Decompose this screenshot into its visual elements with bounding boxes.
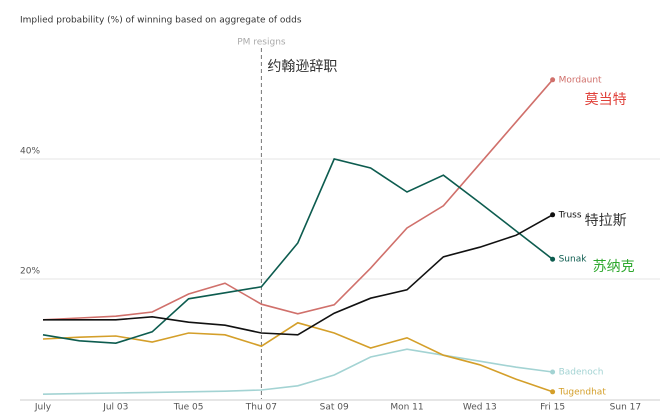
- end-dot: [550, 212, 556, 218]
- series-line: [42, 158, 554, 345]
- series-annotation: 莫当特: [585, 92, 627, 108]
- end-dot: [550, 256, 556, 262]
- series-line: [42, 348, 553, 395]
- end-dot: [550, 389, 556, 395]
- end-dot: [550, 77, 556, 83]
- y-tick-label: 40%: [20, 147, 40, 157]
- series-label: Sunak: [559, 255, 588, 265]
- series-line: [42, 321, 553, 393]
- x-tick-label: July: [34, 403, 52, 413]
- x-tick-label: Sun 17: [610, 403, 641, 413]
- x-tick-label: Tue 05: [173, 403, 204, 413]
- chart-title: Implied probability (%) of winning based…: [20, 16, 302, 26]
- x-tick-label: Fri 15: [540, 403, 565, 413]
- series-line: [42, 79, 554, 321]
- series-label: Truss: [558, 210, 582, 220]
- event-label: PM resigns: [237, 38, 286, 48]
- series-line: [43, 214, 553, 336]
- series-annotation: 特拉斯: [585, 213, 627, 229]
- x-tick-label: Mon 11: [390, 403, 423, 413]
- series-label: Tugendhat: [558, 387, 607, 397]
- end-dot: [550, 369, 556, 375]
- series-label: Badenoch: [559, 368, 604, 378]
- series-annotation: 苏纳克: [593, 259, 635, 275]
- x-tick-label: Wed 13: [463, 403, 497, 413]
- x-tick-label: Sat 09: [320, 403, 349, 413]
- x-tick-label: Jul 03: [102, 403, 128, 413]
- series-label: Mordaunt: [559, 75, 602, 85]
- y-tick-label: 20%: [20, 267, 40, 277]
- event-annotation: 约翰逊辞职: [267, 59, 337, 75]
- x-tick-label: Thu 07: [245, 403, 277, 413]
